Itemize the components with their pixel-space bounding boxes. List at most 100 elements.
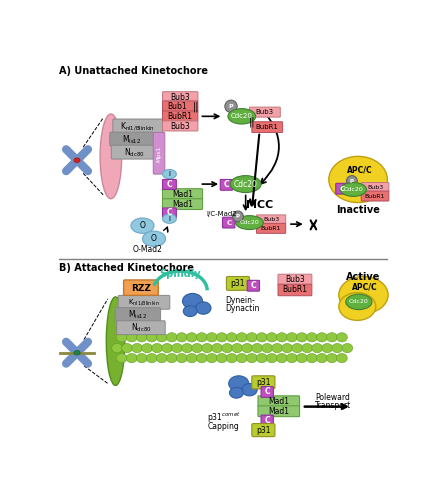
Ellipse shape xyxy=(151,344,162,353)
Text: Cdc20: Cdc20 xyxy=(348,300,368,305)
Text: Dynactin: Dynactin xyxy=(224,304,259,313)
FancyBboxPatch shape xyxy=(109,132,153,146)
Ellipse shape xyxy=(331,344,342,353)
Ellipse shape xyxy=(201,344,212,353)
Text: BubR1: BubR1 xyxy=(168,112,192,121)
FancyBboxPatch shape xyxy=(277,284,311,296)
Text: Dynein-: Dynein- xyxy=(224,296,254,305)
Text: Mps1: Mps1 xyxy=(156,145,161,161)
Text: Inactive: Inactive xyxy=(335,205,379,215)
Text: RZZ: RZZ xyxy=(131,284,151,293)
Ellipse shape xyxy=(116,354,127,363)
Text: APC/C: APC/C xyxy=(346,166,372,175)
FancyBboxPatch shape xyxy=(112,119,162,133)
Ellipse shape xyxy=(339,182,366,196)
Text: C: C xyxy=(264,387,270,396)
Ellipse shape xyxy=(171,344,182,353)
FancyBboxPatch shape xyxy=(256,223,285,233)
Text: Mad1: Mad1 xyxy=(171,189,193,198)
Ellipse shape xyxy=(236,354,247,363)
Ellipse shape xyxy=(230,176,260,192)
Text: ||: || xyxy=(192,101,198,112)
Ellipse shape xyxy=(206,354,217,363)
Ellipse shape xyxy=(311,344,322,353)
Text: Spindly: Spindly xyxy=(159,269,201,279)
Ellipse shape xyxy=(276,333,286,342)
Ellipse shape xyxy=(146,354,157,363)
FancyBboxPatch shape xyxy=(162,208,176,218)
Text: C: C xyxy=(166,180,172,189)
Ellipse shape xyxy=(211,344,222,353)
Text: I: I xyxy=(168,171,170,177)
Text: Bub3: Bub3 xyxy=(284,275,304,284)
Text: p31: p31 xyxy=(256,426,270,434)
Ellipse shape xyxy=(228,376,248,391)
Ellipse shape xyxy=(246,354,256,363)
Text: Mad1: Mad1 xyxy=(171,199,193,208)
Ellipse shape xyxy=(336,333,346,342)
Ellipse shape xyxy=(106,297,125,385)
Ellipse shape xyxy=(126,354,137,363)
FancyBboxPatch shape xyxy=(260,387,273,397)
Ellipse shape xyxy=(206,333,217,342)
Ellipse shape xyxy=(112,344,122,353)
Ellipse shape xyxy=(271,344,282,353)
FancyBboxPatch shape xyxy=(116,321,165,335)
Ellipse shape xyxy=(191,344,202,353)
Text: O: O xyxy=(151,234,157,243)
Ellipse shape xyxy=(122,344,132,353)
Ellipse shape xyxy=(286,333,296,342)
Ellipse shape xyxy=(186,354,197,363)
Ellipse shape xyxy=(186,333,197,342)
Text: C: C xyxy=(223,180,229,189)
Ellipse shape xyxy=(326,333,336,342)
Ellipse shape xyxy=(226,354,237,363)
Text: Cdc20: Cdc20 xyxy=(233,179,257,188)
Ellipse shape xyxy=(146,333,157,342)
Text: Bub3: Bub3 xyxy=(255,109,273,115)
Ellipse shape xyxy=(221,344,232,353)
Text: Poleward: Poleward xyxy=(315,393,349,402)
Ellipse shape xyxy=(176,354,187,363)
Ellipse shape xyxy=(74,158,80,162)
FancyBboxPatch shape xyxy=(162,101,197,112)
FancyBboxPatch shape xyxy=(335,183,347,194)
Text: P: P xyxy=(235,214,240,219)
Ellipse shape xyxy=(301,344,312,353)
Ellipse shape xyxy=(286,354,296,363)
Ellipse shape xyxy=(227,109,255,124)
Text: Bub1: Bub1 xyxy=(167,102,187,111)
Text: P: P xyxy=(228,104,233,109)
FancyBboxPatch shape xyxy=(162,179,176,189)
FancyBboxPatch shape xyxy=(162,111,197,122)
Text: Bub3: Bub3 xyxy=(366,185,382,190)
Ellipse shape xyxy=(216,354,227,363)
Text: BubR1: BubR1 xyxy=(364,193,385,198)
Ellipse shape xyxy=(266,333,276,342)
Ellipse shape xyxy=(236,333,247,342)
FancyBboxPatch shape xyxy=(247,281,259,291)
Ellipse shape xyxy=(241,384,256,396)
Ellipse shape xyxy=(291,344,302,353)
Text: Cdc20: Cdc20 xyxy=(343,187,362,192)
Ellipse shape xyxy=(306,333,316,342)
Ellipse shape xyxy=(162,214,176,223)
Ellipse shape xyxy=(132,344,142,353)
Ellipse shape xyxy=(345,294,371,310)
Text: Mad1: Mad1 xyxy=(268,397,289,406)
Text: M$_{\mathsf{is12}}$: M$_{\mathsf{is12}}$ xyxy=(128,309,147,321)
Ellipse shape xyxy=(156,354,167,363)
Text: C: C xyxy=(339,186,344,192)
Text: A) Unattached Kinetochore: A) Unattached Kinetochore xyxy=(59,66,207,76)
Text: Cdc20: Cdc20 xyxy=(230,113,252,119)
FancyBboxPatch shape xyxy=(257,396,299,407)
FancyBboxPatch shape xyxy=(123,280,158,296)
Text: BubR1: BubR1 xyxy=(260,226,281,231)
Ellipse shape xyxy=(162,169,176,179)
Text: M$_{\mathsf{is12}}$: M$_{\mathsf{is12}}$ xyxy=(122,133,141,146)
Text: Cdc20: Cdc20 xyxy=(239,220,259,225)
Ellipse shape xyxy=(224,100,237,113)
Ellipse shape xyxy=(195,302,210,314)
Text: MCC: MCC xyxy=(245,200,273,210)
FancyBboxPatch shape xyxy=(162,199,202,209)
